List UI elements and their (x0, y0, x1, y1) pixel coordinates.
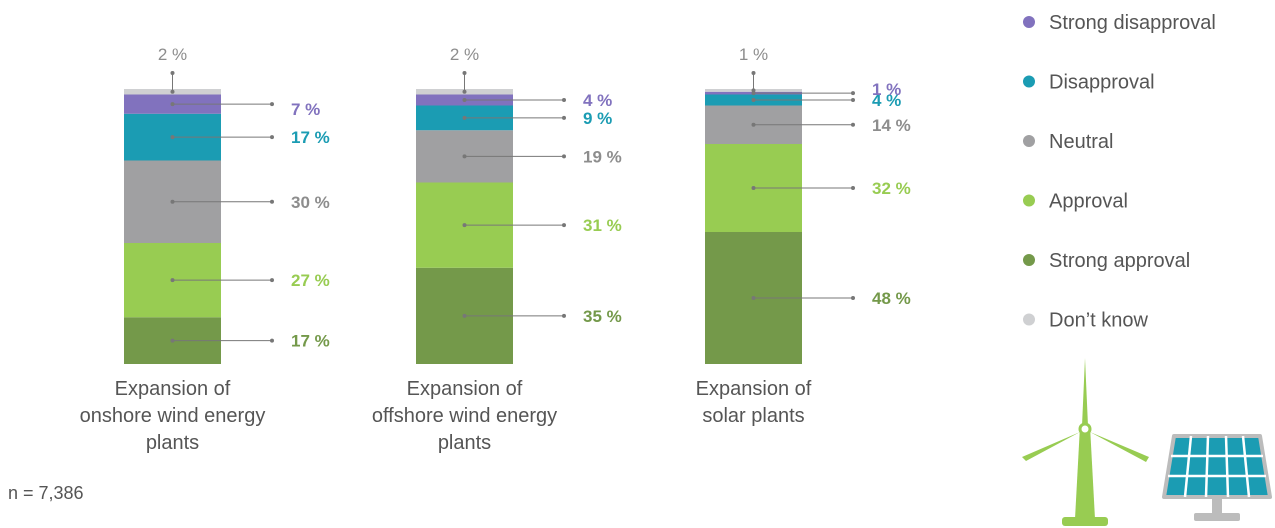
value-labels-layer: 17 %27 %30 %17 %7 %2 %35 %31 %19 %9 %4 %… (158, 45, 911, 351)
leader-dot (562, 223, 566, 228)
leader-dot (170, 278, 175, 283)
value-label-strong-disapproval-3: 1 % (872, 80, 901, 99)
leader-dot (562, 98, 566, 102)
leader-dot (751, 186, 756, 190)
value-label-neutral-1: 30 % (291, 193, 330, 212)
leader-dot (562, 313, 566, 318)
leaders-layer (170, 71, 855, 343)
leader-dot (462, 89, 467, 94)
category-label-3-line-1: Expansion of (696, 378, 812, 400)
leader-dot (751, 71, 756, 75)
leader-dot (751, 296, 756, 300)
value-label-approval-3: 32 % (872, 179, 911, 198)
leader-dot (462, 71, 467, 75)
value-label-don-t-know-3: 1 % (739, 45, 768, 64)
leader-dot (462, 115, 467, 120)
value-label-disapproval-1: 17 % (291, 128, 330, 147)
legend-label-neutral: Neutral (1049, 131, 1113, 153)
leader-dot (851, 122, 855, 127)
legend-label-approval: Approval (1049, 191, 1128, 213)
value-label-strong-disapproval-1: 7 % (291, 100, 320, 119)
leader-dot (170, 199, 175, 204)
leader-dot (170, 338, 175, 343)
value-label-neutral-2: 19 % (583, 147, 622, 166)
category-label-2-line-2: offshore wind energy (372, 405, 557, 427)
category-label-1-line-1: Expansion of (115, 378, 231, 400)
value-label-disapproval-2: 9 % (583, 109, 612, 128)
leader-dot (462, 223, 467, 228)
solar-panel-icon (1162, 434, 1272, 521)
value-label-don-t-know-2: 2 % (450, 45, 479, 64)
value-label-disapproval-3: 4 % (872, 91, 901, 110)
value-label-approval-2: 31 % (583, 216, 622, 235)
leader-dot (751, 98, 756, 102)
value-label-don-t-know-1: 2 % (158, 45, 187, 64)
legend-label-strong-disapproval: Strong disapproval (1049, 12, 1216, 34)
leader-dot (170, 102, 175, 107)
leader-dot (751, 88, 756, 93)
value-label-neutral-3: 14 % (872, 116, 911, 135)
leader-dot (462, 98, 467, 102)
sample-size-note: n = 7,386 (8, 483, 84, 503)
legend-swatch-disapproval (1023, 75, 1035, 88)
leader-dot (270, 278, 274, 283)
category-label-1-line-2: onshore wind energy (80, 405, 266, 427)
leader-dot (751, 122, 756, 127)
wind-turbine-icon (1022, 358, 1149, 526)
leader-dot (270, 135, 274, 140)
legend-label-strong-approval: Strong approval (1049, 250, 1190, 272)
legend-label-disapproval: Disapproval (1049, 72, 1155, 94)
leader-dot (851, 186, 855, 190)
value-label-strong-disapproval-2: 4 % (583, 91, 612, 110)
leader-dot (751, 91, 756, 96)
category-label-2-line-3: plants (438, 432, 491, 454)
leader-dot (562, 154, 566, 159)
leader-dot (270, 199, 274, 204)
value-label-strong-approval-3: 48 % (872, 289, 911, 308)
leader-dot (170, 135, 175, 140)
legend-swatch-don-t-know (1023, 313, 1035, 326)
legend-swatch-strong-disapproval (1023, 16, 1035, 28)
leader-dot (270, 102, 274, 107)
legend-swatch-approval (1023, 194, 1035, 207)
category-labels-layer: Expansion of onshore wind energy plants Exp… (80, 378, 812, 454)
legend-swatch-neutral (1023, 135, 1035, 147)
category-label-2-line-1: Expansion of (407, 378, 523, 400)
leader-dot (851, 296, 855, 300)
leader-dot (462, 154, 467, 159)
leader-dot (851, 91, 855, 96)
legend-label-don-t-know: Don’t know (1049, 310, 1148, 332)
value-label-strong-approval-2: 35 % (583, 307, 622, 326)
legend: Strong disapproval Disapproval Neutral Appr… (1023, 12, 1216, 332)
legend-swatch-strong-approval (1023, 254, 1035, 266)
category-label-3-line-2: solar plants (702, 405, 804, 427)
bars-layer (124, 89, 802, 364)
value-label-strong-approval-1: 17 % (291, 332, 330, 351)
value-label-approval-1: 27 % (291, 271, 330, 290)
leader-dot (170, 89, 175, 94)
leader-dot (851, 98, 855, 102)
leader-dot (462, 313, 467, 318)
leader-dot (562, 115, 566, 120)
leader-dot (270, 338, 274, 343)
category-label-1-line-3: plants (146, 432, 199, 454)
leader-dot (170, 71, 175, 75)
